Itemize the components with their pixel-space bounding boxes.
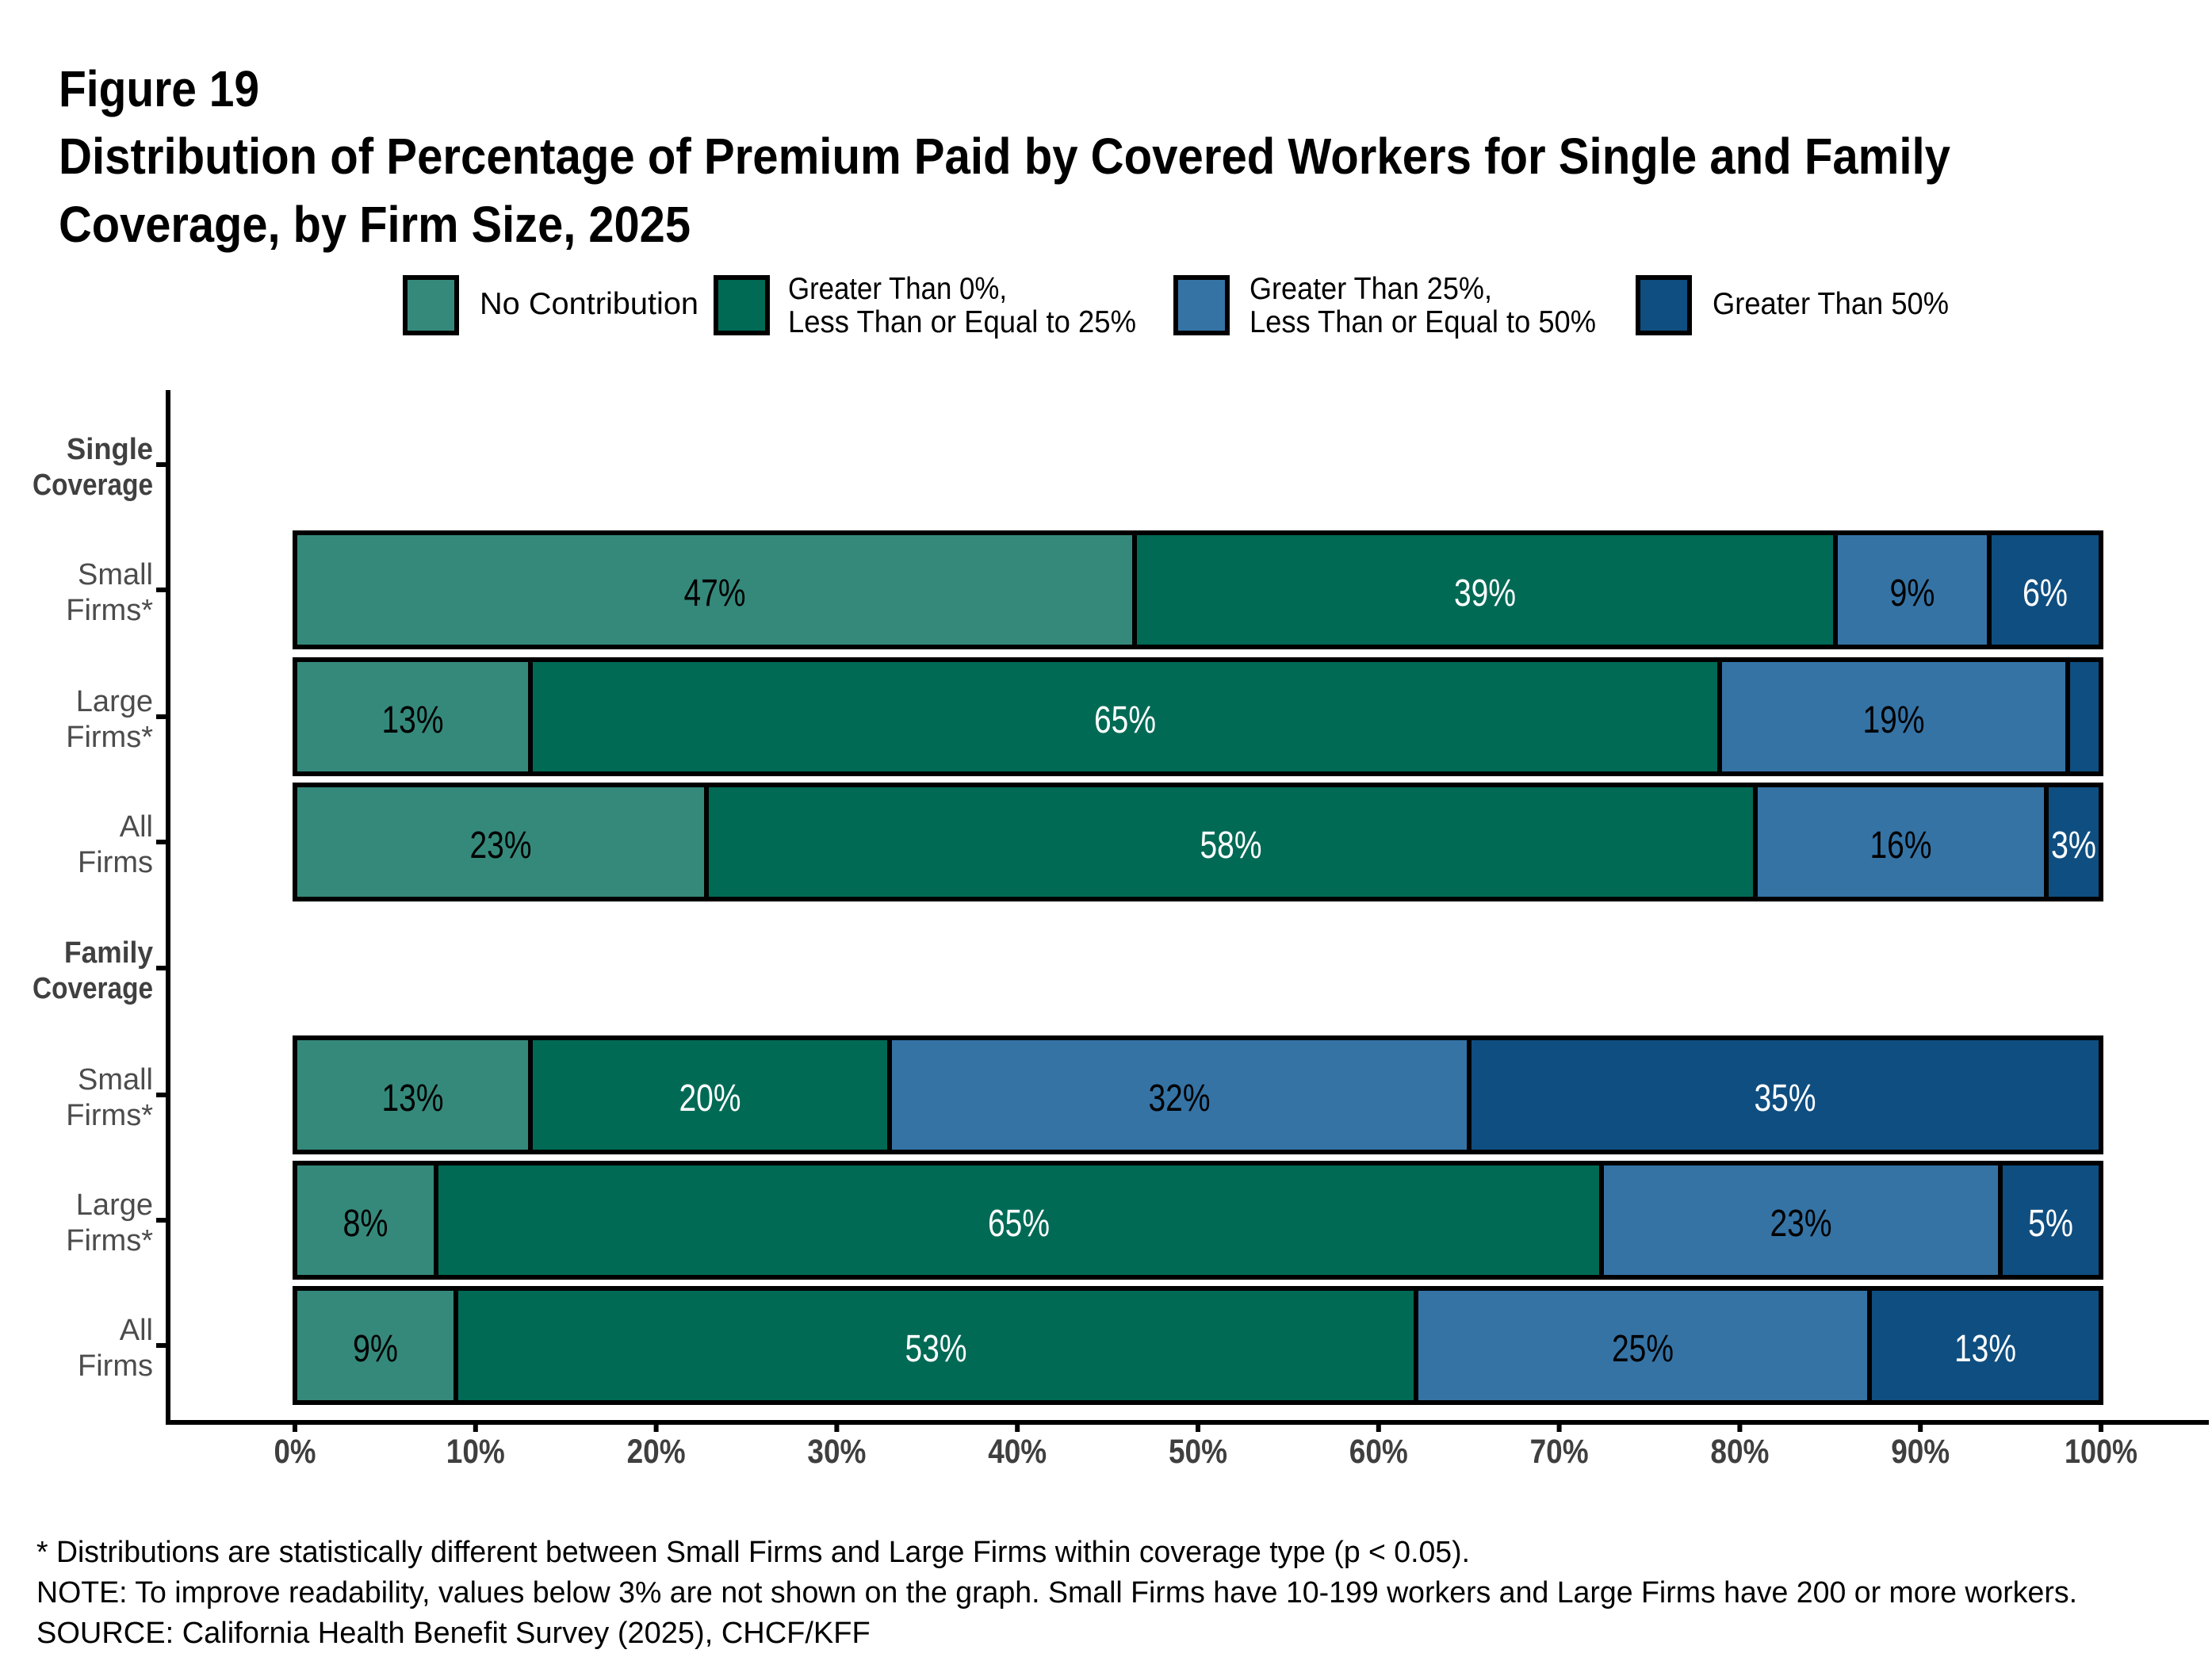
svg-text:23%: 23% (1770, 1203, 1832, 1245)
svg-text:Firms: Firms (78, 1349, 153, 1383)
svg-text:13%: 13% (1954, 1328, 2016, 1370)
svg-text:47%: 47% (684, 572, 746, 614)
svg-text:100%: 100% (2065, 1433, 2137, 1471)
svg-text:All: All (120, 1314, 153, 1347)
svg-text:Family: Family (64, 936, 153, 970)
svg-text:20%: 20% (627, 1433, 686, 1471)
svg-text:8%: 8% (343, 1203, 388, 1245)
svg-text:Firms*: Firms* (66, 594, 153, 627)
svg-text:10%: 10% (446, 1433, 505, 1471)
svg-text:90%: 90% (1891, 1433, 1950, 1471)
svg-text:23%: 23% (470, 825, 532, 867)
svg-text:Small: Small (78, 558, 153, 591)
svg-text:Coverage: Coverage (33, 972, 153, 1005)
svg-text:Coverage: Coverage (33, 469, 153, 502)
svg-text:35%: 35% (1755, 1077, 1816, 1120)
svg-text:58%: 58% (1200, 825, 1262, 867)
svg-text:SOURCE: California Health Bene: SOURCE: California Health Benefit Survey… (36, 1617, 871, 1650)
svg-text:Small: Small (78, 1063, 153, 1097)
svg-text:13%: 13% (382, 699, 444, 741)
svg-text:39%: 39% (1454, 572, 1516, 614)
svg-text:6%: 6% (2023, 572, 2068, 614)
svg-text:No Contribution: No Contribution (480, 287, 698, 321)
svg-text:All: All (120, 810, 153, 844)
svg-text:Coverage, by Firm Size, 2025: Coverage, by Firm Size, 2025 (59, 196, 691, 253)
svg-text:5%: 5% (2028, 1203, 2073, 1245)
svg-text:9%: 9% (353, 1328, 398, 1370)
svg-text:53%: 53% (905, 1328, 967, 1370)
svg-text:32%: 32% (1149, 1077, 1211, 1120)
svg-text:30%: 30% (807, 1433, 866, 1471)
svg-text:Greater Than 50%: Greater Than 50% (1713, 287, 1949, 321)
svg-text:Distribution of Percentage of: Distribution of Percentage of Premium Pa… (59, 128, 1950, 185)
svg-text:Single: Single (67, 433, 153, 466)
svg-text:13%: 13% (382, 1077, 444, 1120)
svg-text:0%: 0% (274, 1433, 316, 1471)
svg-text:3%: 3% (2051, 825, 2096, 867)
svg-text:Less Than or Equal to 50%: Less Than or Equal to 50% (1250, 305, 1596, 339)
svg-text:Large: Large (76, 685, 153, 718)
svg-text:Firms: Firms (78, 846, 153, 879)
svg-text:50%: 50% (1169, 1433, 1227, 1471)
svg-text:60%: 60% (1349, 1433, 1408, 1471)
svg-text:25%: 25% (1612, 1328, 1674, 1370)
svg-text:Greater Than 25%,: Greater Than 25%, (1250, 272, 1492, 306)
svg-text:Figure 19: Figure 19 (59, 60, 259, 117)
svg-text:Firms*: Firms* (66, 1099, 153, 1132)
svg-text:40%: 40% (988, 1433, 1047, 1471)
svg-text:Firms*: Firms* (66, 1224, 153, 1257)
svg-text:19%: 19% (1863, 699, 1925, 741)
svg-text:* Distributions are statistica: * Distributions are statistically differ… (36, 1536, 1470, 1569)
svg-text:70%: 70% (1530, 1433, 1589, 1471)
svg-text:65%: 65% (1094, 699, 1156, 741)
svg-text:9%: 9% (1890, 572, 1935, 614)
svg-text:Greater Than 0%,: Greater Than 0%, (788, 272, 1007, 306)
svg-text:Firms*: Firms* (66, 721, 153, 754)
svg-text:16%: 16% (1870, 825, 1932, 867)
svg-text:NOTE: To improve readability,: NOTE: To improve readability, values bel… (36, 1576, 2077, 1610)
svg-text:65%: 65% (988, 1203, 1050, 1245)
svg-text:Less Than or Equal to 25%: Less Than or Equal to 25% (788, 305, 1136, 339)
svg-text:20%: 20% (679, 1077, 741, 1120)
svg-text:80%: 80% (1710, 1433, 1769, 1471)
svg-text:Large: Large (76, 1188, 153, 1222)
